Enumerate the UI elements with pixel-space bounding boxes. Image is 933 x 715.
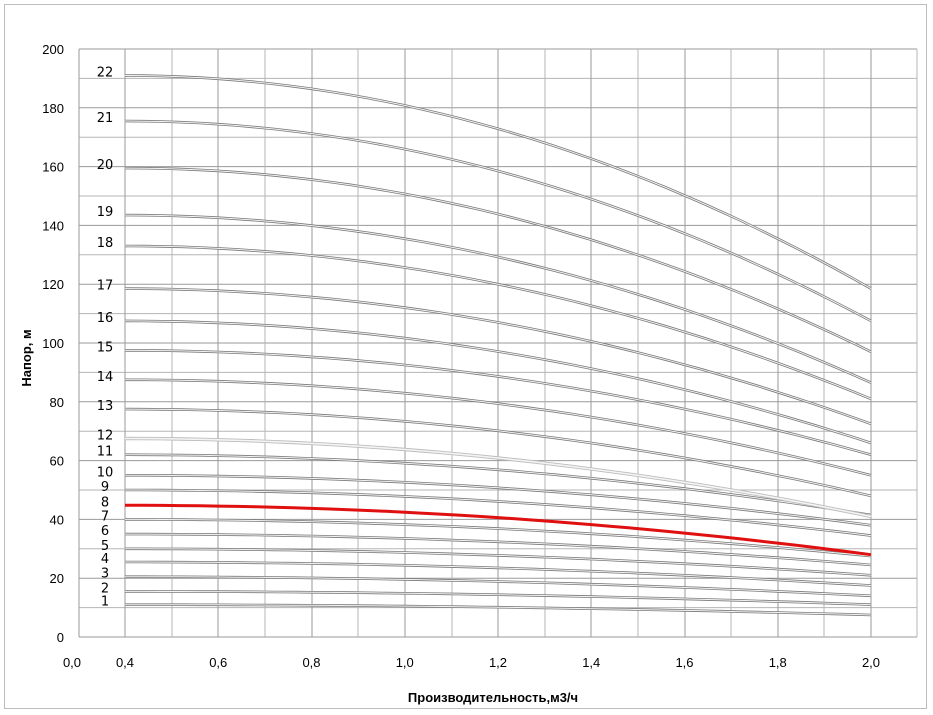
y-tick-label: 140: [42, 218, 64, 233]
curve-9-core: [125, 489, 872, 537]
curve-2-core: [125, 590, 872, 606]
curve-label-20: 20: [97, 158, 114, 173]
curve-7-core: [125, 518, 872, 557]
curve-22-core: [124, 75, 872, 290]
y-tick-label: 40: [50, 512, 64, 527]
curve-10-core: [125, 474, 872, 526]
curve-21-core: [124, 120, 872, 322]
curve-15-core: [125, 349, 872, 456]
curve-label-1: 1: [101, 595, 109, 610]
curve-label-6: 6: [101, 524, 109, 539]
curve-5-core: [125, 548, 872, 576]
y-tick-label: 60: [50, 454, 64, 469]
x-tick-label: 0,4: [116, 655, 134, 670]
y-tick-label: 20: [50, 571, 64, 586]
x-tick-label: 1,4: [582, 655, 600, 670]
curve-label-3: 3: [101, 567, 109, 582]
curve-20-core: [124, 167, 872, 353]
curve-3-core: [125, 576, 872, 597]
curve-1-core: [125, 604, 872, 616]
curve-label-12: 12: [97, 429, 114, 444]
x-tick-label: 1,8: [769, 655, 787, 670]
y-tick-label: 100: [42, 336, 64, 351]
x-tick-label: 0,8: [302, 655, 320, 670]
curve-label-13: 13: [97, 399, 114, 414]
curve-label-18: 18: [97, 236, 114, 251]
y-tick-label: 160: [42, 160, 64, 175]
curve-12-core: [124, 437, 872, 518]
y-tick-label: 180: [42, 101, 64, 116]
curve-label-16: 16: [97, 311, 114, 326]
curve-14-core: [125, 379, 872, 476]
x-tick-label: 0,0: [63, 655, 81, 670]
curve-6-core: [125, 533, 872, 566]
curve-label-4: 4: [101, 552, 109, 567]
x-tick-label: 1,2: [489, 655, 507, 670]
x-tick-label: 0,6: [209, 655, 227, 670]
x-tick-label: 1,0: [396, 655, 414, 670]
curve-label-10: 10: [97, 465, 114, 480]
curve-label-8: 8: [101, 495, 109, 510]
y-axis-title: Напор, м: [19, 329, 34, 386]
curve-label-22: 22: [97, 65, 114, 80]
x-tick-label: 2,0: [862, 655, 880, 670]
x-axis-title: Производительность,м3/ч: [408, 690, 578, 705]
y-tick-labels: 0 20 40 60 80 100 120 140 160 180 200: [42, 42, 64, 645]
curve-17-core: [124, 288, 872, 425]
curve-18-core: [124, 245, 872, 400]
y-tick-label: 80: [50, 395, 64, 410]
curve-label-7: 7: [101, 509, 109, 524]
curve-label-11: 11: [97, 445, 114, 460]
curve-19-core: [124, 214, 872, 384]
curve-8: [125, 503, 872, 557]
x-tick-labels: 0,0 0,4 0,6 0,8 1,0 1,2 1,4 1,6 1,8 2,0: [63, 655, 880, 670]
y-tick-label: 0: [57, 630, 64, 645]
chart-frame: [4, 4, 927, 709]
curves: [124, 74, 872, 617]
curve-4-core: [125, 561, 872, 586]
curve-label-15: 15: [97, 340, 114, 355]
curve-16-core: [124, 320, 872, 444]
curve-label-9: 9: [101, 480, 109, 495]
curve-label-5: 5: [101, 539, 109, 554]
curve-label-21: 21: [97, 111, 114, 126]
y-tick-label: 200: [42, 42, 64, 57]
curve-label-19: 19: [97, 205, 114, 220]
curve-label-14: 14: [97, 370, 114, 385]
curve-label-2: 2: [101, 581, 109, 596]
curve-11-core: [124, 454, 872, 516]
curve-label-17: 17: [97, 279, 114, 294]
y-tick-label: 120: [42, 277, 64, 292]
x-tick-label: 1,6: [675, 655, 693, 670]
curve-13-core: [124, 408, 872, 497]
